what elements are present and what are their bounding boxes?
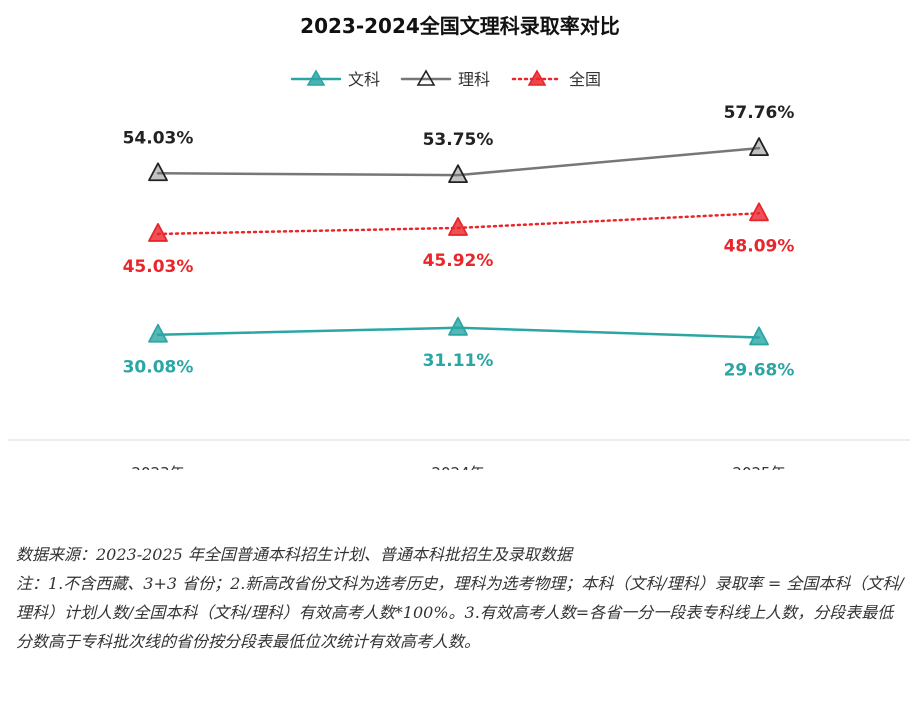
x-tick-label-1: 2023年 [131,464,184,470]
data-label-3-1: 45.03% [123,257,194,277]
data-point-3-1 [148,223,168,242]
data-point-2-1 [148,162,168,182]
data-label-2-1: 54.03% [123,128,194,148]
data-point-2-3 [749,137,769,157]
data-label-1-1: 30.08% [123,358,194,378]
legend-marker-icon-3 [527,69,547,86]
data-label-1-3: 29.68% [724,360,795,380]
data-point-3-2 [448,217,468,236]
data-point-3-3 [749,202,769,222]
legend-label-3: 全国 [569,70,601,89]
series-line-2 [156,146,761,177]
chart-title: 2023-2024全国文理科录取率对比 [300,14,620,38]
legend-marker-icon-1 [306,69,326,86]
x-tick-label-2: 2024年 [431,464,484,470]
data-source-note: 数据来源：2023-2025 年全国普通本科招生计划、普通本科批招生及录取数据 [16,545,572,564]
data-label-1-2: 31.11% [423,351,494,371]
legend-marker-icon-2 [416,69,436,86]
data-label-3-3: 48.09% [724,236,795,256]
legend-label-1: 文科 [348,70,380,89]
data-point-1-2 [448,316,468,336]
data-label-2-2: 53.75% [423,130,494,150]
data-point-2-2 [448,164,468,184]
data-label-2-3: 57.76% [724,103,795,123]
data-point-1-1 [148,323,168,343]
data-point-1-3 [749,326,769,346]
footnote-text: 注：1.不含西藏、3+3 省份；2.新高改省份文科为选考历史，理科为选考物理；本… [16,574,904,651]
legend-label-2: 理科 [458,70,490,89]
data-label-3-2: 45.92% [423,251,494,271]
